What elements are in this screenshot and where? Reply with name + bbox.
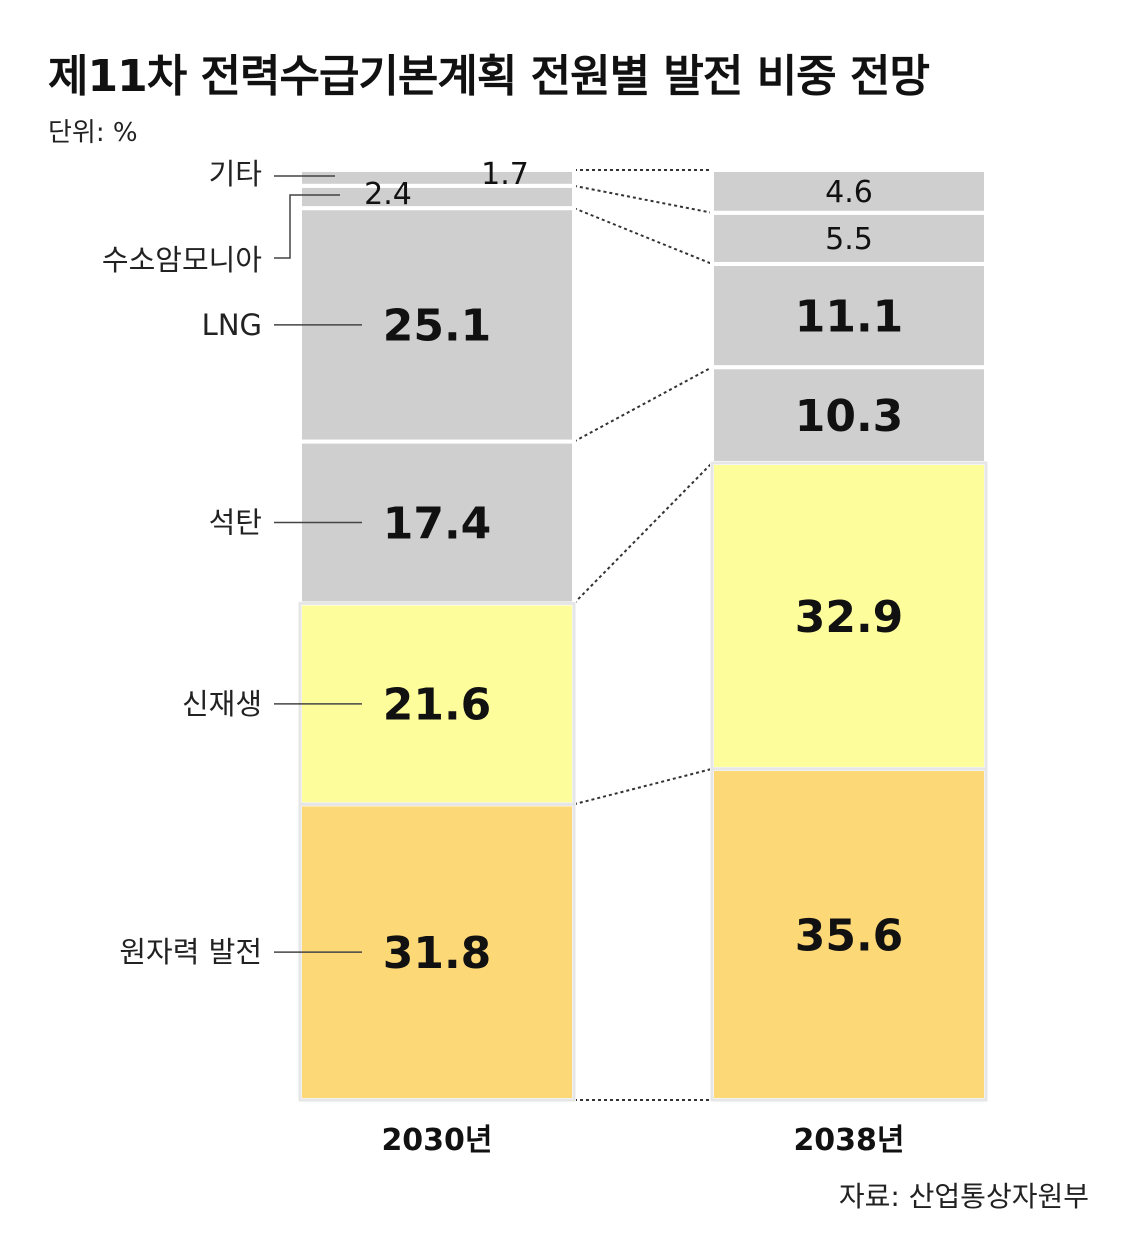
bar-segment-hydrogen-ammonia-1 — [298, 183, 576, 211]
value-label-coal-1: 17.4 — [383, 498, 492, 549]
connector-line-3 — [573, 462, 713, 605]
connector-line-2 — [573, 767, 713, 806]
value-label-other-2: 4.6 — [825, 175, 873, 210]
value-label-nuclear-2: 35.6 — [795, 910, 904, 961]
value-label-lng-1: 25.1 — [383, 301, 492, 352]
value-label-renewable-1: 21.6 — [383, 680, 492, 731]
legend-leader-hydrogen-ammonia — [274, 194, 340, 259]
bar-segment-other-1 — [298, 168, 576, 188]
legend-label-nuclear: 원자력 발전 — [119, 935, 262, 969]
legend-label-coal: 석탄 — [209, 505, 262, 539]
bar-segment-other-2 — [710, 168, 988, 215]
legend-label-renewable: 신재생 — [182, 687, 262, 721]
value-label-other-1: 1.7 — [481, 157, 529, 192]
bar-segment-hydrogen-ammonia-2 — [710, 210, 988, 266]
value-label-renewable-2: 32.9 — [795, 592, 904, 643]
chart-title: 제11차 전력수급기본계획 전원별 발전 비중 전망 — [48, 51, 930, 102]
source-note: 자료: 산업통상자원부 — [838, 1180, 1089, 1213]
bar-segment-renewable-2 — [710, 460, 988, 771]
legend-label-hydrogen-ammonia: 수소암모니아 — [102, 243, 262, 277]
value-label-coal-2: 10.3 — [795, 391, 904, 442]
legend-label-lng: LNG — [202, 308, 262, 342]
connector-line-5 — [573, 207, 713, 265]
value-label-hydrogen-ammonia-2: 5.5 — [825, 222, 873, 257]
unit-label: 단위: % — [48, 118, 138, 148]
connector-line-4 — [573, 366, 713, 443]
bar-segment-coal-2 — [710, 365, 988, 465]
bar-segment-frame-renewable-2 — [710, 461, 988, 771]
legend-label-other: 기타 — [209, 157, 262, 191]
value-label-lng-2: 11.1 — [795, 291, 904, 342]
value-label-hydrogen-ammonia-1: 2.4 — [364, 177, 412, 212]
year-label-1: 2030년 — [381, 1123, 492, 1158]
year-label-2: 2038년 — [793, 1123, 904, 1158]
bar-segment-lng-2 — [710, 261, 988, 370]
value-label-nuclear-1: 31.8 — [383, 928, 492, 979]
connector-line-6 — [573, 184, 713, 214]
